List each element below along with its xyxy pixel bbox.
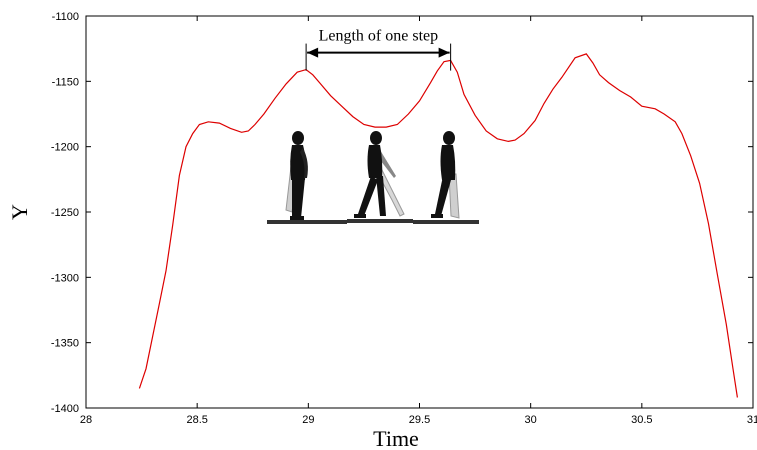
x-tick-label: 28.5 [186,414,207,426]
y-tick-label: -1400 [51,403,79,415]
x-tick-label: 29.5 [409,414,430,426]
x-tick-label: 30 [525,414,537,426]
floor-line [347,219,413,223]
floor-line [267,220,347,224]
y-tick-label: -1300 [51,272,79,284]
walking-figure [285,131,308,220]
y-tick-label: -1100 [52,11,79,23]
y-axis-label: Y [7,204,32,220]
axis-ticks: 28 28.5 29 29.5 30 30.5 31 -1100 -1150 -1200 -1250… [51,11,757,426]
step-length-label: Length of one step [319,28,439,45]
walking-figures-illustration [267,131,479,224]
y-tick-label: -1150 [52,76,79,88]
series-line [138,53,738,398]
floor-line [413,220,479,224]
arrow-head-left [307,47,319,58]
y-tick-label: -1350 [51,338,79,350]
x-axis-label: Time [373,426,419,450]
y-tick-label: -1250 [51,207,79,219]
walking-figure [354,131,405,218]
x-tick-label: 29 [302,414,314,426]
series-layer [138,53,738,398]
plot-area [85,15,754,409]
arrow-head-right [438,47,450,58]
x-tick-label: 28 [80,414,92,426]
y-tick-label: -1200 [51,142,79,154]
walking-figure [431,131,460,219]
annotation-layer: Length of one step [305,28,452,71]
x-tick-label: 30.5 [631,414,652,426]
x-tick-label: 31 [747,414,757,426]
